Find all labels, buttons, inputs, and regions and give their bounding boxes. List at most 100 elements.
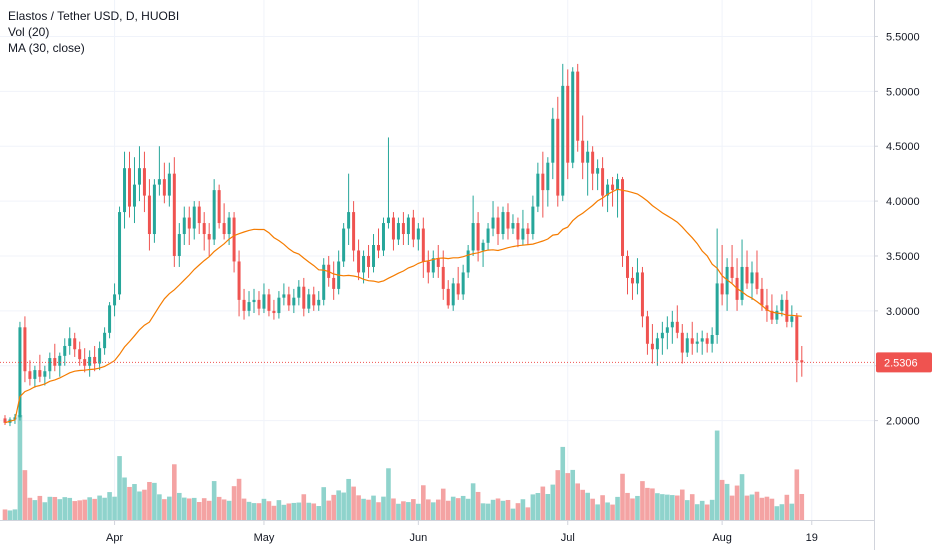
- candle-body: [576, 71, 580, 141]
- candle-body: [541, 173, 545, 191]
- candle-body: [287, 294, 291, 306]
- candle-body: [780, 299, 784, 311]
- volume-bar: [485, 503, 491, 520]
- volume-bar: [236, 478, 242, 520]
- candle-body: [128, 168, 131, 207]
- candle-body: [182, 217, 186, 235]
- candle-body: [43, 371, 47, 377]
- volume-bar: [132, 484, 137, 520]
- volume-bar: [794, 469, 800, 520]
- candle-body: [795, 316, 799, 361]
- candle-body: [227, 217, 231, 235]
- volume-bar: [306, 502, 312, 520]
- candle-body: [386, 217, 390, 224]
- candle-body: [237, 261, 241, 300]
- volume-bar: [177, 492, 182, 520]
- volume-bar: [311, 503, 317, 520]
- candle-body: [411, 217, 415, 240]
- volume-bar: [650, 488, 655, 520]
- candle-body: [391, 217, 395, 240]
- volume-bar: [704, 504, 710, 520]
- price-tick-label: 4.0000: [886, 196, 920, 208]
- candle-body: [486, 228, 490, 243]
- volume-bar: [261, 498, 267, 520]
- candle-body: [142, 168, 146, 196]
- candle-body: [152, 184, 156, 235]
- volume-bar: [137, 491, 142, 520]
- time-axis[interactable]: Apr May Jun Jul Aug 19: [106, 520, 818, 544]
- volume-bar: [296, 502, 302, 520]
- candle-body: [680, 332, 684, 353]
- volume-bar: [665, 494, 670, 520]
- candle-body: [222, 223, 226, 235]
- candle-body: [362, 255, 366, 273]
- volume-bar: [709, 499, 715, 520]
- volume-bar: [744, 495, 750, 520]
- candle-body: [247, 302, 251, 311]
- volume-bar: [411, 499, 416, 520]
- legend-volume[interactable]: Vol (20): [8, 25, 50, 39]
- volume-bar: [256, 503, 262, 520]
- volume-bar: [87, 497, 92, 520]
- price-tick-label: 3.0000: [886, 306, 920, 318]
- candle-body: [197, 206, 201, 224]
- volume-bar: [784, 494, 790, 520]
- last-price-label: 2.5306: [876, 352, 932, 373]
- time-tick-label: May: [254, 532, 275, 544]
- candle-body: [546, 162, 550, 191]
- candle-body: [551, 118, 555, 163]
- candle-body: [596, 168, 600, 174]
- legend-title[interactable]: Elastos / Tether USD, D, HUOBI: [8, 9, 180, 23]
- volume-bar: [490, 499, 496, 520]
- candle-body: [725, 266, 729, 295]
- candle-body: [212, 190, 216, 240]
- volume-bar: [515, 503, 521, 520]
- candle-body: [252, 299, 256, 303]
- volume-bar: [789, 503, 795, 520]
- volume-bar: [545, 494, 551, 520]
- volume-bar: [196, 502, 202, 520]
- candle-body: [506, 212, 510, 229]
- volume-bar: [645, 487, 650, 520]
- candle-body: [665, 327, 669, 333]
- candle-body: [710, 335, 714, 344]
- volume-bar: [635, 495, 640, 520]
- volume-bar: [52, 496, 58, 520]
- candle-body: [38, 370, 42, 377]
- volume-bar: [181, 497, 187, 520]
- candle-body: [571, 71, 575, 163]
- volume-bar: [426, 499, 431, 520]
- candle-body: [342, 228, 346, 262]
- candle-body: [98, 348, 102, 364]
- volume-bar: [107, 492, 112, 520]
- volume-bar: [42, 502, 48, 520]
- volume-bar: [500, 500, 506, 520]
- candle-body: [317, 299, 321, 306]
- volume-bar: [12, 509, 18, 520]
- time-tick-label: 19: [806, 532, 818, 544]
- candle-body: [332, 277, 336, 289]
- volume-bar: [675, 495, 680, 520]
- candle-body: [655, 338, 659, 350]
- volume-bar: [361, 498, 366, 520]
- candle-body: [401, 223, 405, 235]
- candle-body: [302, 286, 306, 309]
- volume-bar: [157, 494, 162, 520]
- volume-bars: [2, 415, 805, 520]
- candle-body: [476, 223, 480, 251]
- volume-bar: [670, 495, 675, 520]
- candle-body: [162, 179, 166, 196]
- candle-body: [78, 349, 82, 360]
- candle-body: [730, 266, 734, 278]
- volume-bar: [386, 468, 391, 520]
- candle-body: [591, 151, 595, 174]
- volume-bar: [610, 504, 615, 520]
- candle-body: [561, 85, 565, 196]
- candle-body: [660, 332, 664, 339]
- volume-bar: [679, 489, 685, 520]
- legend-moving-average[interactable]: MA (30, close): [8, 41, 85, 55]
- volume-bar: [470, 483, 476, 520]
- volume-bar: [401, 501, 406, 520]
- volume-bar: [714, 430, 720, 520]
